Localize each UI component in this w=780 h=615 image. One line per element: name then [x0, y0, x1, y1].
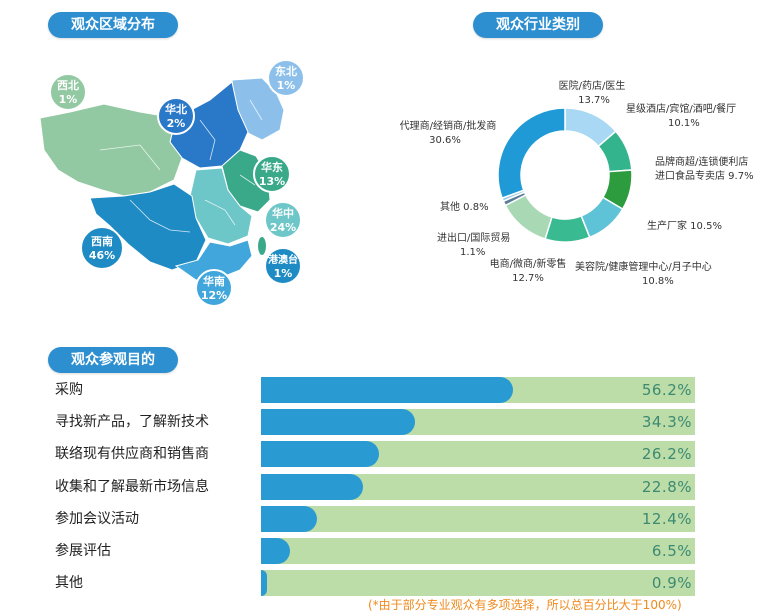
donut-label-7: 其他 0.8% — [440, 200, 489, 213]
donut-label-5: 电商/微商/新零售 — [490, 257, 567, 270]
donut-value-5: 12.7% — [512, 273, 544, 284]
bar-track-3: 22.8% — [261, 474, 695, 500]
industry-title: 观众行业类别 — [473, 12, 603, 38]
bar-value-3: 22.8% — [641, 478, 692, 496]
donut-labels: 医院/药店/医生 13.7% 星级酒店/宾馆/酒吧/餐厅 10.1% 品牌商超/连锁便利… — [400, 79, 754, 287]
bar-fill-0 — [261, 377, 514, 403]
industry-donut-chart: 医院/药店/医生 13.7% 星级酒店/宾馆/酒吧/餐厅 10.1% 品牌商超/连锁便利… — [400, 79, 754, 287]
bar-label-3: 收集和了解最新市场信息 — [55, 479, 209, 495]
bar-label-4: 参加会议活动 — [55, 511, 139, 527]
bar-value-4: 12.4% — [641, 510, 692, 528]
bar-fill-4 — [261, 506, 317, 532]
donut-slices — [497, 107, 633, 243]
purpose-title: 观众参观目的 — [48, 347, 178, 373]
bar-track-4: 12.4% — [261, 506, 695, 532]
footnote: (*由于部分专业观众有多项选择，所以总百分比大于100%) — [368, 598, 682, 612]
bar-fill-3 — [261, 474, 364, 500]
donut-value-0: 13.7% — [578, 95, 610, 106]
donut-label-2-line-0: 品牌商超/连锁便利店 — [655, 155, 748, 168]
donut-label-8: 代理商/经销商/批发商 — [400, 119, 497, 132]
bar-track-6: 0.9% — [261, 570, 695, 596]
bar-fill-1 — [261, 409, 416, 435]
bar-label-6: 其他 — [55, 575, 83, 591]
bar-value-0: 56.2% — [641, 381, 692, 399]
bar-value-1: 34.3% — [641, 413, 692, 431]
bar-fill-5 — [261, 538, 291, 564]
donut-value-1: 10.1% — [668, 118, 700, 129]
donut-label-0: 医院/药店/医生 — [559, 79, 626, 92]
bar-label-2: 联络现有供应商和销售商 — [55, 446, 209, 462]
donut-label-1: 星级酒店/宾馆/酒吧/餐厅 — [626, 102, 736, 115]
region-title: 观众区域分布 — [48, 12, 178, 38]
bar-value-2: 26.2% — [641, 445, 692, 463]
bar-label-0: 采购 — [55, 382, 83, 398]
donut-label-2-line-1: 进口食品专卖店 9.7% — [655, 169, 754, 182]
bar-track-0: 56.2% — [261, 377, 695, 403]
donut-value-4: 10.8% — [642, 276, 674, 287]
bar-track-1: 34.3% — [261, 409, 695, 435]
donut-label-3: 生产厂家 10.5% — [647, 219, 722, 232]
donut-label-4: 美容院/健康管理中心/月子中心 — [575, 260, 712, 273]
bar-track-2: 26.2% — [261, 441, 695, 467]
donut-value-6: 1.1% — [460, 247, 485, 258]
bar-track-5: 6.5% — [261, 538, 695, 564]
bar-value-5: 6.5% — [651, 542, 692, 560]
bar-label-1: 寻找新产品，了解新技术 — [55, 414, 209, 430]
donut-value-8: 30.6% — [429, 135, 461, 146]
donut-label-6: 进出口/国际贸易 — [437, 231, 510, 244]
bar-value-6: 0.9% — [651, 574, 692, 592]
bar-fill-6 — [261, 570, 267, 596]
bar-label-5: 参展评估 — [55, 543, 111, 559]
bar-fill-2 — [261, 441, 379, 467]
donut-slice-8 — [497, 107, 566, 200]
